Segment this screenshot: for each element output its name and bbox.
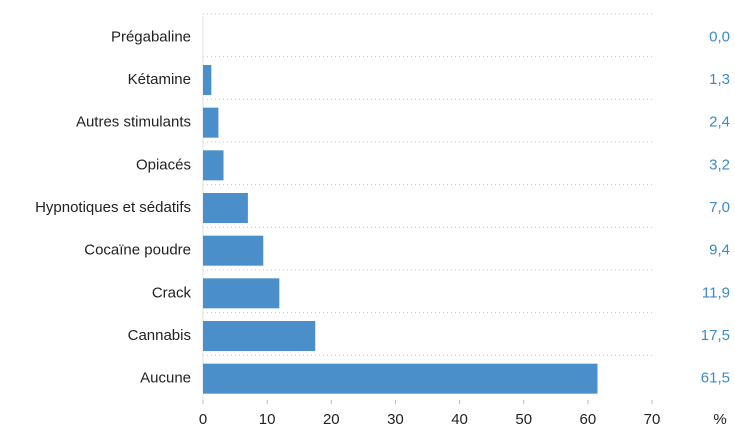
value-label: 61,5	[701, 370, 730, 387]
x-tick-label: 70	[644, 411, 661, 428]
value-label: 0,0	[709, 28, 730, 45]
value-label: 7,0	[709, 199, 730, 216]
bar	[203, 107, 219, 138]
x-tick-label: 0	[199, 411, 207, 428]
y-tick-label: Opiacés	[136, 156, 191, 173]
value-label: 2,4	[709, 114, 730, 131]
y-tick-label: Cannabis	[128, 327, 191, 344]
x-tick-label: 20	[323, 411, 340, 428]
x-tick-label: 10	[259, 411, 276, 428]
x-tick-label: 30	[387, 411, 404, 428]
bar	[203, 278, 280, 309]
bar	[203, 235, 264, 266]
y-tick-label: Hypnotiques et sédatifs	[35, 199, 191, 216]
y-tick-label: Kétamine	[128, 71, 191, 88]
bar	[203, 321, 316, 351]
bar	[203, 150, 224, 181]
x-tick-label: 40	[451, 411, 468, 428]
x-tick-label: 50	[515, 411, 532, 428]
y-tick-label: Crack	[152, 284, 192, 301]
y-tick-label: Prégabaline	[111, 28, 191, 45]
x-axis-label: %	[713, 411, 726, 428]
value-label: 1,3	[709, 71, 730, 88]
x-tick-label: 60	[580, 411, 597, 428]
value-label: 9,4	[709, 242, 730, 259]
value-label: 11,9	[702, 284, 730, 301]
bar	[203, 65, 212, 95]
y-tick-label: Autres stimulants	[76, 114, 191, 131]
y-tick-label: Cocaïne poudre	[84, 242, 191, 259]
bar	[203, 193, 248, 223]
y-tick-label: Aucune	[140, 370, 191, 387]
value-label: 3,2	[709, 156, 730, 173]
value-label: 17,5	[701, 327, 730, 344]
bar	[203, 363, 598, 394]
